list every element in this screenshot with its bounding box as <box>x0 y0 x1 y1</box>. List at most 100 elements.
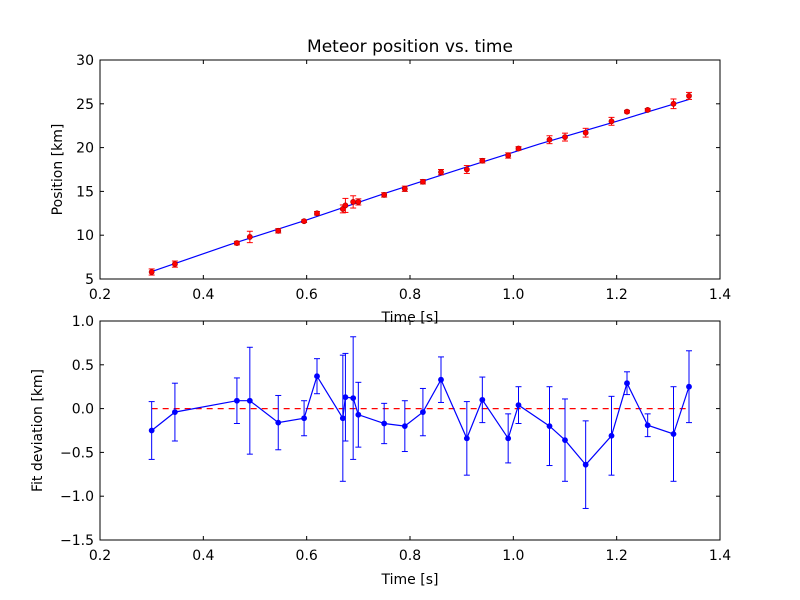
position-x-tick-label: 0.2 <box>89 287 111 303</box>
deviation-marker <box>608 432 615 439</box>
position-y-tick-label: 25 <box>76 97 94 113</box>
deviation-data-point <box>401 400 408 453</box>
position-y-tick-label: 20 <box>76 141 94 157</box>
position-data-point <box>463 165 470 174</box>
deviation-y-tick-label: −1.0 <box>60 489 94 505</box>
position-marker <box>401 185 408 192</box>
deviation-marker <box>463 435 470 442</box>
position-chart-xlabel: Time [s] <box>381 310 439 326</box>
deviation-y-tick-label: 0.5 <box>72 358 94 374</box>
position-x-tick-label: 0.8 <box>399 287 421 303</box>
position-data-point <box>608 116 615 126</box>
position-marker <box>350 199 357 205</box>
deviation-marker <box>350 395 357 401</box>
deviation-data-point <box>339 354 346 482</box>
position-data-point <box>546 135 553 145</box>
deviation-marker <box>234 397 240 404</box>
deviation-marker <box>301 415 307 422</box>
deviation-y-tick-label: 1.0 <box>72 314 94 330</box>
position-x-tick-label: 1.2 <box>606 287 628 303</box>
deviation-x-tick-label: 0.2 <box>89 548 111 564</box>
position-data-point <box>401 185 408 192</box>
deviation-data-point <box>505 413 512 464</box>
deviation-x-tick-label: 1.2 <box>606 548 628 564</box>
deviation-chart-xlabel: Time [s] <box>381 572 439 588</box>
deviation-data-point <box>148 401 155 460</box>
deviation-data-point <box>546 386 553 467</box>
position-chart-frame <box>99 59 721 280</box>
deviation-data-point <box>350 336 357 460</box>
deviation-data-point <box>562 398 568 482</box>
position-marker <box>505 152 512 159</box>
position-marker <box>420 178 426 185</box>
position-marker <box>463 166 470 173</box>
deviation-data-point <box>686 350 692 424</box>
position-marker <box>582 129 589 136</box>
deviation-marker <box>342 394 349 401</box>
position-chart-title: Meteor position vs. time <box>307 37 513 57</box>
position-marker <box>355 199 362 205</box>
position-marker <box>301 218 307 225</box>
deviation-chart-frame <box>99 320 721 541</box>
position-x-tick-label: 1.4 <box>709 287 731 303</box>
deviation-marker <box>670 431 677 437</box>
deviation-data-point <box>670 386 677 482</box>
position-data-point <box>301 218 308 225</box>
position-marker <box>670 100 677 107</box>
position-marker <box>275 227 282 234</box>
deviation-marker <box>546 423 553 430</box>
position-marker <box>608 118 615 125</box>
deviation-x-tick-label: 0.6 <box>296 548 318 564</box>
deviation-data-point <box>381 402 388 445</box>
deviation-y-tick-label: −0.5 <box>60 445 94 461</box>
deviation-marker <box>686 383 692 390</box>
position-y-tick-label: 15 <box>76 184 94 200</box>
deviation-marker <box>314 373 320 380</box>
deviation-data-point <box>342 352 349 442</box>
position-data-point <box>171 260 178 268</box>
deviation-marker <box>505 435 512 442</box>
position-marker <box>172 261 178 268</box>
position-data-point <box>582 127 589 138</box>
position-x-tick-label: 0.6 <box>296 287 318 303</box>
position-data-point <box>342 197 349 213</box>
position-marker <box>624 108 630 115</box>
position-marker <box>438 169 444 176</box>
deviation-data-point <box>355 381 362 448</box>
deviation-marker <box>644 422 651 429</box>
position-data-point <box>438 169 444 176</box>
deviation-data-point <box>171 382 178 442</box>
position-data-point <box>505 152 512 159</box>
deviation-data-point <box>515 386 522 424</box>
deviation-chart-ylabel: Fit deviation [km] <box>30 369 46 492</box>
deviation-marker <box>562 437 568 444</box>
deviation-chart: 0.2 0.4 0.6 0.8 1.0 1.2 1.4 1.0 0.5 0.0 −0.5 −1.0 −1… <box>30 314 731 588</box>
deviation-data-point <box>608 395 615 476</box>
deviation-marker <box>275 419 282 426</box>
position-data-point <box>479 157 486 164</box>
deviation-y-tick-label: −1.5 <box>60 533 94 549</box>
position-data-point <box>275 227 282 234</box>
position-data-point <box>381 192 388 198</box>
deviation-data-point <box>624 371 630 396</box>
position-chart-ylabel: Position [km] <box>50 124 66 216</box>
position-data-point <box>419 178 426 185</box>
position-marker <box>515 145 522 152</box>
deviation-marker <box>381 420 388 427</box>
position-marker <box>381 192 388 198</box>
deviation-data-point <box>301 400 308 437</box>
deviation-y-tick-label: 0.0 <box>72 402 94 418</box>
position-marker <box>562 134 568 140</box>
position-marker <box>342 202 349 209</box>
deviation-marker <box>355 411 362 418</box>
deviation-x-tick-label: 0.4 <box>192 548 214 564</box>
deviation-data-point <box>479 376 486 424</box>
deviation-data-point <box>644 413 651 438</box>
deviation-marker <box>438 376 444 383</box>
position-y-tick-label: 30 <box>76 53 94 69</box>
deviation-marker <box>420 409 426 416</box>
deviation-marker <box>624 380 630 387</box>
deviation-x-tick-label: 0.8 <box>399 548 421 564</box>
position-marker <box>234 240 240 246</box>
